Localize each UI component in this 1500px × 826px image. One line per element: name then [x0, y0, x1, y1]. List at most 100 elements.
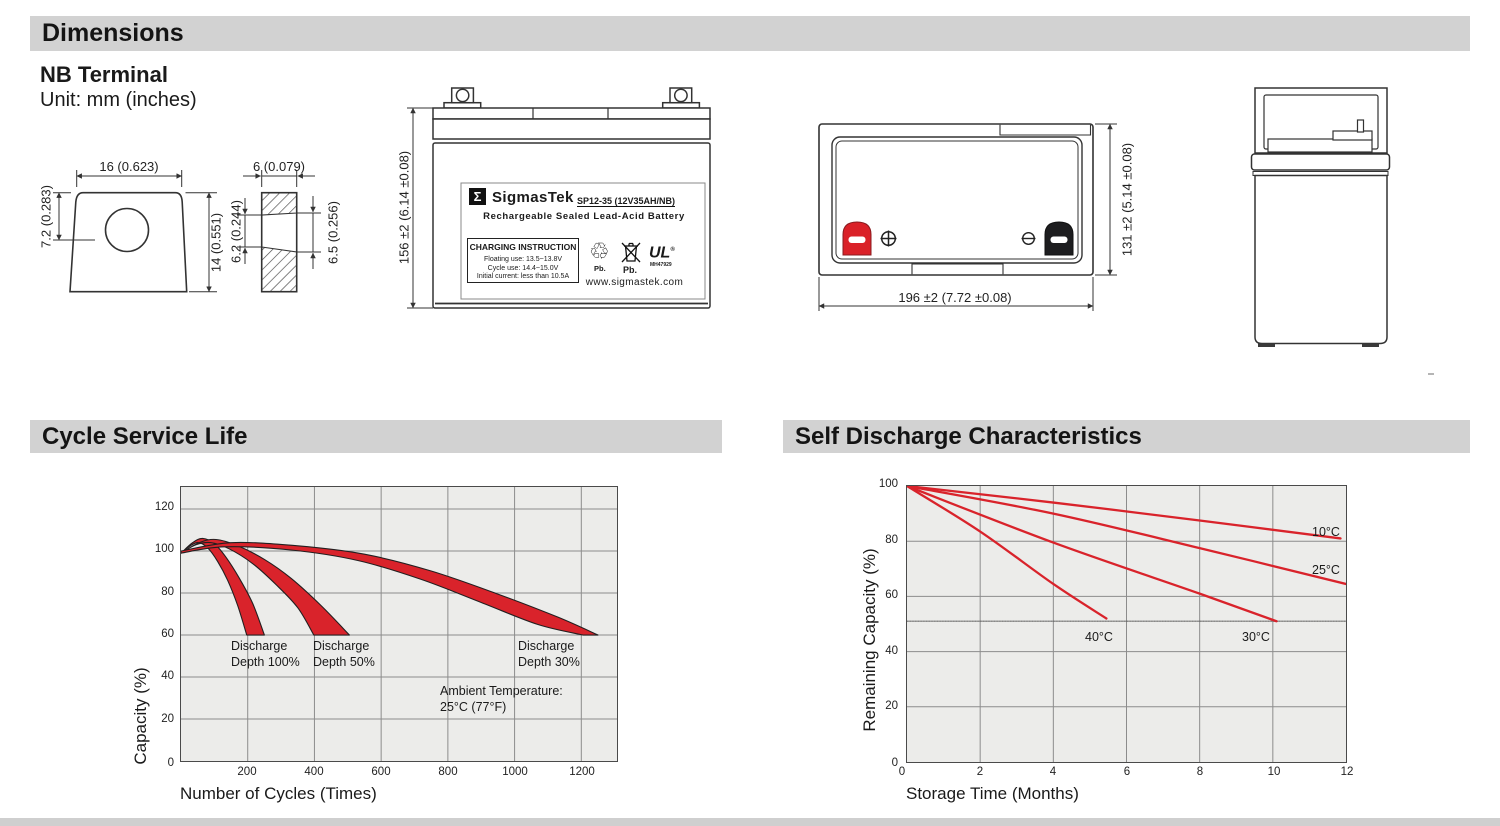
- dim-131-label: 131 ±2 (5.14 ±0.08): [1119, 142, 1135, 257]
- x-tick-label: 800: [438, 766, 458, 778]
- dim-line-131: [1095, 123, 1117, 276]
- self-discharge-ylabel: Remaining Capacity (%): [860, 548, 879, 732]
- annotation-dod50: Discharge Depth 50%: [313, 639, 375, 669]
- dim-196-label: 196 ±2 (7.72 ±0.08): [898, 290, 1012, 305]
- cycle-service-life-plot: [180, 486, 618, 762]
- website-url: www.sigmastek.com: [585, 277, 684, 288]
- cycle-chart-title: Cycle Service Life: [42, 423, 248, 450]
- y-tick-label: 20: [885, 700, 898, 712]
- side-body: [1254, 174, 1388, 345]
- annotation-dod100: Discharge Depth 100%: [231, 639, 300, 669]
- side-foot-right: [1362, 343, 1379, 347]
- lid-top-band: [432, 107, 711, 120]
- x-tick-label: 600: [371, 766, 391, 778]
- dim-line-156: [407, 107, 433, 309]
- charging-instruction-box: CHARGING INSTRUCTION Floating use: 13.5~…: [467, 238, 579, 283]
- x-tick-label: 2: [976, 766, 984, 778]
- dim-line-196: [818, 277, 1094, 311]
- x-tick-label: 400: [304, 766, 324, 778]
- x-tick-label: 200: [237, 766, 257, 778]
- crossed-bin-pb-label: Pb.: [623, 265, 638, 275]
- crossed-bin-pb-icon: [621, 242, 641, 263]
- battery-label-panel: [460, 182, 706, 300]
- dim-line-6: [243, 170, 315, 187]
- terminal-hole: [104, 207, 150, 253]
- side-flange: [1250, 153, 1391, 171]
- x-tick-label: 6: [1123, 766, 1131, 778]
- y-tick-label: 100: [878, 478, 898, 490]
- charging-title: CHARGING INSTRUCTION: [469, 242, 577, 252]
- dim-line-7-2: [53, 192, 95, 241]
- side-foot-left: [1258, 343, 1275, 347]
- dim-line-16: [76, 170, 183, 187]
- dim-14-label: 14 (0.551): [208, 212, 224, 273]
- y-tick-label: 0: [891, 757, 898, 769]
- dim-6-2-label: 6.2 (0.244): [228, 200, 244, 263]
- series-label-10c: 10°C: [1312, 525, 1340, 539]
- terminal-cross-section: [260, 191, 298, 293]
- battery-subtitle: Rechargeable Sealed Lead-Acid Battery: [483, 211, 685, 222]
- ul-file-number: MH47929: [650, 262, 672, 268]
- bottom-divider: [0, 818, 1500, 826]
- top-view-outline: [818, 123, 1094, 276]
- dim-7-2-label: 7.2 (0.283): [38, 185, 54, 248]
- x-tick-label: 4: [1049, 766, 1057, 778]
- x-tick-label: 8: [1196, 766, 1204, 778]
- top-notch: [999, 124, 1092, 136]
- recycle-pb-label: Pb.: [594, 264, 606, 273]
- dimensions-title: Dimensions: [42, 19, 184, 47]
- x-tick-label: 12: [1340, 766, 1354, 778]
- front-terminal-right: [661, 87, 701, 109]
- battery-side-view: [1250, 87, 1391, 347]
- y-tick-label: 120: [154, 501, 174, 513]
- y-tick-label: 100: [154, 543, 174, 555]
- y-tick-label: 80: [885, 534, 898, 546]
- charging-line-1: Floating use: 13.5~13.8V: [483, 256, 563, 263]
- terminal-type-heading: NB Terminal: [40, 62, 168, 87]
- dim-line-6-5: [296, 196, 321, 269]
- series-label-30c: 30°C: [1242, 630, 1270, 644]
- series-label-40c: 40°C: [1085, 630, 1113, 644]
- annotation-dod30: Discharge Depth 30%: [518, 639, 580, 669]
- battery-front-view: [407, 87, 711, 309]
- cycle-service-life-header: Cycle Service Life: [30, 420, 722, 453]
- self-discharge-header: Self Discharge Characteristics: [783, 420, 1470, 453]
- battery-top-view: [818, 123, 1117, 311]
- minus-symbol-icon: [1021, 231, 1036, 245]
- charging-line-2: Cycle use: 14.4~15.0V: [487, 264, 559, 272]
- negative-terminal: [1044, 221, 1074, 256]
- x-tick-label: 1000: [502, 766, 528, 778]
- y-tick-label: 80: [161, 586, 174, 598]
- recycle-pb-icon: ♲: [589, 238, 610, 264]
- stray-mark: [1428, 373, 1434, 375]
- y-tick-label: 60: [161, 628, 174, 640]
- y-tick-label: 60: [885, 589, 898, 601]
- y-tick-label: 40: [885, 645, 898, 657]
- sigma-logo: Σ: [469, 188, 486, 205]
- unit-note: Unit: mm (inches): [40, 89, 197, 111]
- ul-certification-icon: UL®: [649, 244, 675, 262]
- y-tick-label: 20: [161, 713, 174, 725]
- self-discharge-plot: [906, 485, 1347, 763]
- positive-terminal: [842, 221, 872, 256]
- x-tick-label: 1200: [569, 766, 595, 778]
- plus-symbol-icon: [880, 230, 897, 247]
- side-terminal-base: [1332, 130, 1373, 141]
- model-number: SP12-35 (12V35AH/NB): [577, 196, 676, 207]
- y-tick-label: 40: [161, 670, 174, 682]
- self-discharge-title: Self Discharge Characteristics: [795, 423, 1142, 450]
- self-discharge-xlabel: Storage Time (Months): [906, 784, 1079, 803]
- dim-16-label: 16 (0.623): [99, 159, 159, 174]
- dim-line-6-2: [237, 198, 262, 264]
- x-tick-label: 10: [1267, 766, 1281, 778]
- lid-bottom-band: [432, 118, 711, 140]
- y-tick-label: 0: [167, 757, 174, 769]
- charging-line-3: Initial current: less than 10.5A: [476, 273, 570, 280]
- dim-line-14: [185, 192, 217, 293]
- dim-6-5-label: 6.5 (0.256): [325, 201, 341, 264]
- bottom-notch: [911, 263, 1004, 275]
- terminal-front-view: [69, 191, 188, 293]
- side-plate: [1267, 138, 1373, 153]
- dim-6-label: 6 (0.079): [252, 159, 306, 174]
- terminal-drawing: [53, 170, 321, 293]
